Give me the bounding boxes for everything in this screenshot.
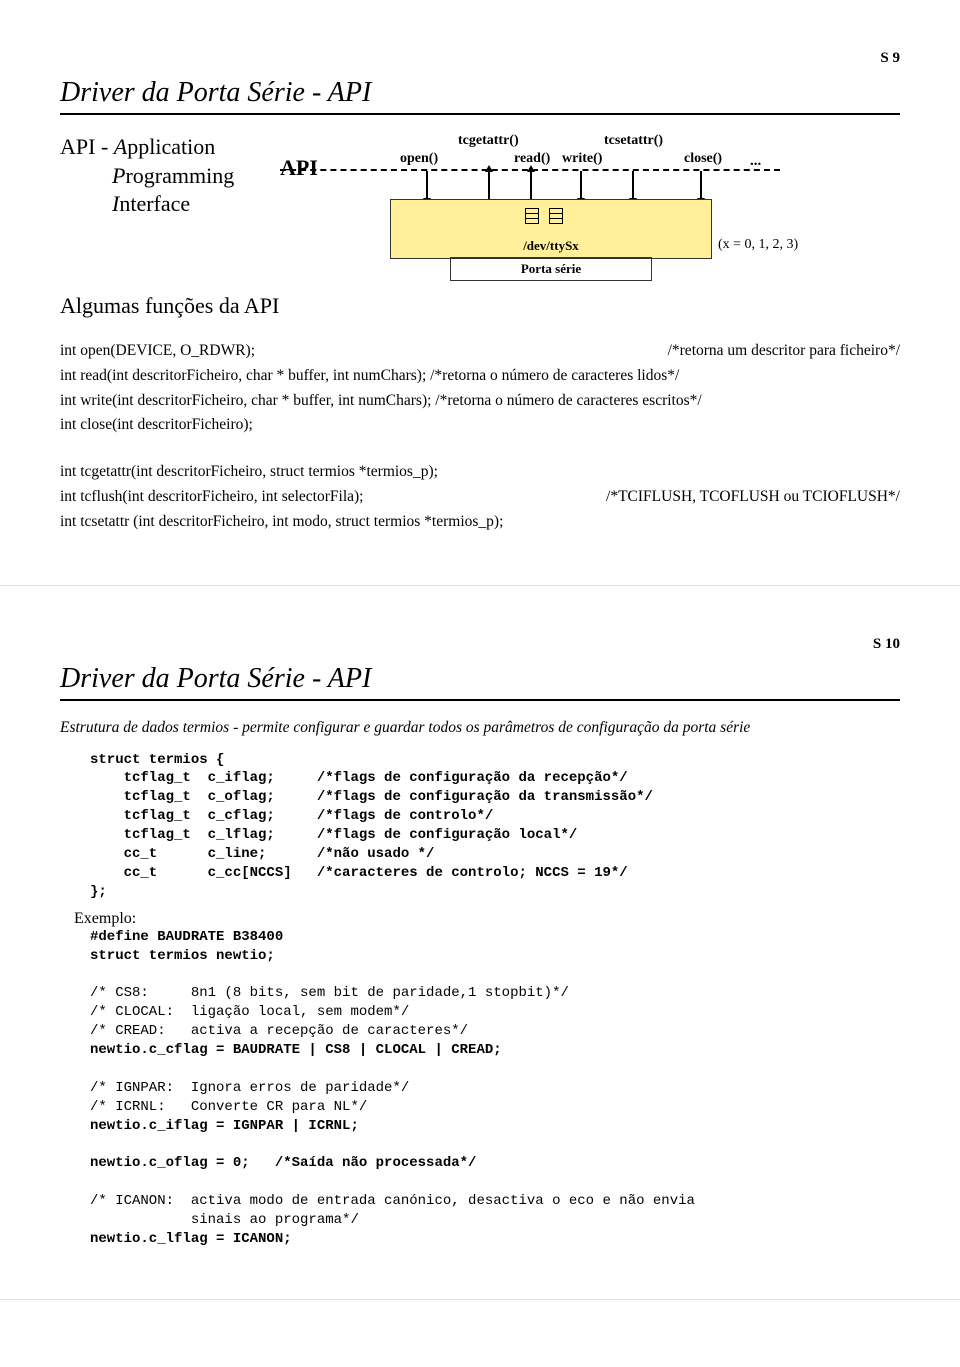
arrow-write [580,171,582,199]
termios-description: Estrutura de dados termios - permite con… [60,719,900,737]
code-r: /*retorna um descritor para ficheiro*/ [668,339,900,364]
code-l: int read(int descritorFicheiro, char * b… [60,364,679,389]
api-line2: Programming [60,162,260,191]
code-l: int write(int descritorFicheiro, char * … [60,389,702,414]
arrow-tcsetattr [632,171,634,199]
code-l: int tcflush(int descritorFicheiro, int s… [60,485,363,510]
code-l: int open(DEVICE, O_RDWR); [60,339,255,364]
code-list-2: int tcgetattr(int descritorFicheiro, str… [60,460,900,534]
fn-open: open() [400,151,438,167]
api-line1: API - Application [60,133,260,162]
api-label-wrap: API [260,133,320,181]
buffer-right-icon [549,208,563,224]
page-title: Driver da Porta Série - API [60,663,900,695]
ellipsis: ... [750,153,761,170]
subsection-title: Algumas funções da API [60,293,900,319]
example-code-block: #define BAUDRATE B38400 struct termios n… [90,928,900,1249]
page-title: Driver da Porta Série - API [60,77,900,109]
example-label: Exemplo: [74,910,900,928]
fn-write: write() [562,151,602,167]
x-note: (x = 0, 1, 2, 3) [718,237,798,253]
arrow-read [530,171,532,199]
code-l: int close(int descritorFicheiro); [60,413,253,438]
fn-tcsetattr: tcsetattr() [604,133,663,149]
title-rule [60,699,900,701]
api-fn-row: int read(int descritorFicheiro, char * b… [60,364,900,389]
diagram-wrap: tcgetattr() tcsetattr() open() read() wr… [320,133,900,283]
fn-close: close() [684,151,722,167]
api-fn-row: int write(int descritorFicheiro, char * … [60,389,900,414]
api-fn-row: int tcflush(int descritorFicheiro, int s… [60,485,900,510]
buffer-left-icon [525,208,539,224]
fn-tcgetattr: tcgetattr() [458,133,519,149]
struct-termios-block: struct termios { tcflag_t c_iflag; /*fla… [90,751,900,902]
code-r: /*TCIFLUSH, TCOFLUSH ou TCIOFLUSH*/ [606,485,900,510]
api-fn-row: int close(int descritorFicheiro); [60,413,900,438]
arrow-close [700,171,702,199]
device-label: /dev/ttySx [391,238,711,254]
api-fn-row: int tcgetattr(int descritorFicheiro, str… [60,460,900,485]
api-fn-row: int tcsetattr (int descritorFicheiro, in… [60,510,900,535]
device-box: /dev/ttySx [390,199,712,259]
code-l: int tcgetattr(int descritorFicheiro, str… [60,460,438,485]
arrow-tcgetattr [488,171,490,199]
page-1: S 9 Driver da Porta Série - API API - Ap… [0,0,960,586]
page-number: S 10 [60,636,900,653]
page-2: S 10 Driver da Porta Série - API Estrutu… [0,586,960,1300]
code-l: int tcsetattr (int descritorFicheiro, in… [60,510,503,535]
page-number: S 9 [60,50,900,67]
top-row: API - Application Programming Interface … [60,133,900,283]
api-diagram: tcgetattr() tcsetattr() open() read() wr… [330,133,790,283]
porta-box: Porta série [450,257,652,281]
api-label: API [280,155,318,180]
code-list-1: int open(DEVICE, O_RDWR); /*retorna um d… [60,339,900,438]
api-line3: Interface [60,190,260,219]
api-acronym: API - Application Programming Interface [60,133,260,219]
title-rule [60,113,900,115]
api-fn-row: int open(DEVICE, O_RDWR); /*retorna um d… [60,339,900,364]
arrow-open [426,171,428,199]
